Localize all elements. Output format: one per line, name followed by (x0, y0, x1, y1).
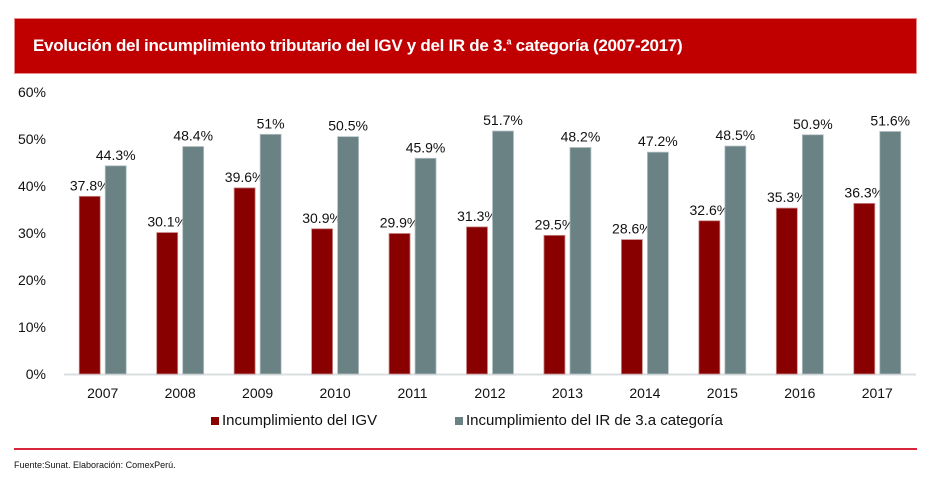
data-label-igv: 31.3% (457, 208, 497, 224)
bar-igv (621, 239, 643, 375)
source-note: Fuente:Sunat. Elaboración: ComexPerú. (14, 460, 176, 470)
title-superscript: a (506, 36, 512, 47)
legend-item-igv: Incumplimiento del IGV (211, 412, 377, 429)
bar-ir (879, 131, 902, 375)
bar-igv (543, 234, 566, 375)
y-tick-label: 0% (26, 366, 46, 382)
data-label-ir: 48.4% (173, 128, 213, 144)
bar-igv (388, 233, 411, 375)
data-label-igv: 29.5% (535, 216, 575, 232)
x-tick-label: 2010 (320, 385, 351, 401)
bar-ir (492, 130, 514, 375)
data-label-ir: 48.2% (561, 128, 601, 144)
chart-title: Evolución del incumplimiento tributario … (33, 36, 683, 56)
bar-igv (698, 220, 721, 375)
x-tick-label: 2014 (629, 385, 660, 401)
title-text: Evolución del incumplimiento tributario … (33, 36, 507, 55)
data-label-ir: 51.7% (483, 112, 523, 128)
bar-igv (156, 232, 179, 375)
bar-ir (337, 136, 359, 375)
data-label-ir: 48.5% (716, 127, 756, 143)
bar-igv (853, 202, 876, 375)
x-tick-label: 2015 (707, 385, 738, 401)
x-tick-label: 2007 (87, 385, 118, 401)
bar-ir (104, 165, 127, 375)
data-label-ir: 50.5% (328, 118, 368, 134)
title-text-end: categoría (2007-2017) (511, 36, 683, 55)
bar-ir (647, 151, 669, 375)
data-label-ir: 44.3% (96, 147, 136, 163)
data-label-ir: 50.9% (793, 116, 833, 132)
data-label-igv: 30.9% (302, 210, 342, 226)
x-tick-label: 2009 (242, 385, 273, 401)
bar-igv (78, 195, 101, 375)
x-tick-label: 2012 (474, 385, 505, 401)
y-tick-label: 40% (18, 178, 46, 194)
bar-chart: 0% 10% 20% 30% 40% 50% 60% 2007 37.8% 44.3% 2008 30… (18, 84, 916, 401)
bar-igv (233, 187, 256, 375)
y-tick-label: 20% (18, 272, 46, 288)
data-label-igv: 39.6% (225, 169, 265, 185)
bar-igv (466, 226, 488, 375)
x-tick-label: 2013 (552, 385, 583, 401)
legend-swatch-igv (211, 416, 219, 425)
data-label-igv: 32.6% (690, 202, 730, 218)
data-label-ir: 51% (257, 115, 285, 131)
data-label-ir: 51.6% (870, 112, 910, 128)
legend-label-ir: Incumplimiento del IR de 3.a categoría (466, 412, 723, 429)
x-tick-label: 2008 (165, 385, 196, 401)
bar-igv (775, 207, 798, 375)
data-label-igv: 35.3% (767, 189, 807, 205)
legend: Incumplimiento del IGV Incumplimiento de… (0, 412, 933, 432)
y-tick-label: 30% (18, 225, 46, 241)
data-label-igv: 28.6% (612, 221, 652, 237)
data-label-ir: 45.9% (406, 139, 446, 155)
legend-item-ir: Incumplimiento del IR de 3.a categoría (455, 412, 723, 429)
data-label-ir: 47.2% (638, 133, 678, 149)
y-tick-label: 10% (18, 319, 46, 335)
x-tick-label: 2017 (862, 385, 893, 401)
legend-swatch-ir (455, 416, 463, 425)
data-label-igv: 30.1% (147, 214, 187, 230)
y-tick-label: 60% (18, 84, 46, 100)
x-tick-label: 2016 (784, 385, 815, 401)
bar-ir (414, 157, 437, 375)
footer-divider (14, 448, 917, 450)
bar-ir (801, 134, 824, 375)
x-tick-label: 2011 (397, 385, 427, 401)
bar-ir (182, 146, 205, 375)
bar-ir (259, 133, 282, 375)
title-banner: Evolución del incumplimiento tributario … (14, 18, 917, 74)
data-label-igv: 36.3% (844, 184, 884, 200)
legend-label-igv: Incumplimiento del IGV (222, 412, 378, 429)
data-label-igv: 37.8% (70, 177, 110, 193)
y-tick-label: 50% (18, 131, 46, 147)
bar-ir (569, 147, 592, 375)
bar-ir (724, 145, 747, 375)
bar-igv (311, 228, 333, 375)
data-label-igv: 29.9% (380, 214, 420, 230)
